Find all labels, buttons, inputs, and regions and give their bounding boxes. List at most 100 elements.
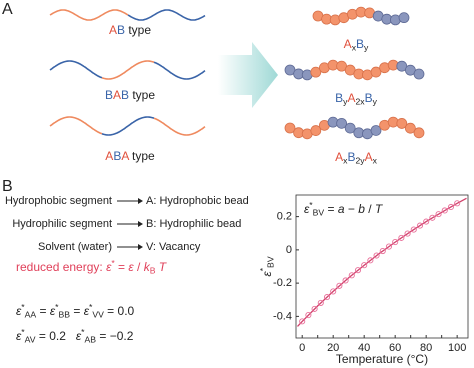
- data-point: [323, 294, 331, 301]
- data-point: [317, 299, 324, 306]
- x-tick-label: 60: [389, 342, 401, 354]
- data-point: [392, 239, 399, 246]
- bead: [336, 117, 348, 129]
- text-part: AB: [85, 335, 97, 345]
- text-part: =: [324, 202, 338, 216]
- y-tick-label: -0.4: [273, 310, 292, 322]
- text-part: *: [55, 302, 59, 312]
- data-point: [454, 200, 461, 207]
- panel-label: B: [2, 178, 13, 195]
- x-axis-label: Temperature (°C): [336, 352, 428, 366]
- arrow-head: [138, 244, 143, 250]
- text-part: /: [365, 202, 375, 216]
- bead: [310, 125, 322, 136]
- formula: AxB2yAx: [335, 150, 377, 166]
- text-part: x: [343, 156, 348, 166]
- waves: [49, 9, 206, 136]
- data-line: [297, 197, 467, 327]
- text-part: A: [365, 150, 373, 164]
- text-part: BB: [58, 310, 70, 320]
- data-point: [416, 222, 424, 229]
- data-point: [410, 226, 417, 233]
- text-part: B: [356, 37, 364, 51]
- data-point: [367, 257, 374, 264]
- panel-label: A: [2, 1, 13, 18]
- bead: [396, 118, 408, 129]
- formula: reduced energy: ε* = ε / kB T: [16, 258, 168, 276]
- formula: BAB type: [105, 88, 155, 102]
- data-point: [404, 230, 411, 237]
- mapping-to: A: Hydrophobic bead: [146, 195, 249, 207]
- y-tick-label: -0.2: [273, 277, 292, 289]
- mapping-to: B: Hydrophilic bead: [146, 218, 241, 230]
- text-part: ε: [76, 329, 82, 343]
- text-part: y: [364, 43, 369, 53]
- formula: ε*BV = a − b / T: [304, 200, 384, 218]
- wave: [49, 116, 103, 135]
- data-point: [311, 305, 318, 312]
- data-point: [398, 234, 405, 241]
- text-part: *: [21, 327, 25, 337]
- wave: [153, 117, 206, 136]
- text-part: *: [111, 258, 115, 268]
- text-part: ε: [304, 202, 310, 216]
- x-tick-label: 100: [448, 342, 466, 354]
- data-point: [305, 312, 312, 319]
- text-part: ε: [128, 260, 134, 274]
- text-part: *: [89, 302, 93, 312]
- text-part: A: [109, 23, 117, 37]
- x-tick-label: 80: [420, 342, 432, 354]
- formula: ε*AV = 0.2 ε*AB = −0.2: [16, 327, 134, 345]
- text-part: =: [115, 260, 129, 274]
- text-part: type: [129, 149, 155, 163]
- y-tick-label: 0: [286, 244, 292, 256]
- data-point: [447, 203, 455, 211]
- formula: ε*AA = ε*BB = ε*VV = 0.0: [16, 302, 135, 320]
- wave: [101, 60, 155, 80]
- text-part: A: [347, 91, 355, 105]
- formula: ε*BV: [258, 256, 276, 276]
- data-point: [354, 267, 362, 274]
- bead: [310, 66, 322, 78]
- formula: ABA type: [105, 149, 155, 163]
- text-part: ε: [50, 304, 56, 318]
- text-part: A: [121, 149, 129, 163]
- data-point: [336, 282, 343, 289]
- mapping-from: Hydrophobic segment: [5, 195, 112, 207]
- data-point: [342, 277, 349, 284]
- text-part: A: [105, 149, 113, 163]
- bead: [413, 68, 425, 80]
- text-part: = 0.2: [36, 329, 76, 343]
- text-part: x: [373, 156, 378, 166]
- wave: [153, 61, 206, 80]
- data-point: [299, 318, 306, 325]
- text-part: y: [373, 97, 378, 107]
- text-part: a: [338, 202, 345, 216]
- data-point: [429, 214, 436, 221]
- text-part: ε: [260, 271, 274, 277]
- text-part: B: [347, 150, 355, 164]
- bead: [370, 125, 382, 136]
- text-part: B: [365, 91, 373, 105]
- arrow-head: [138, 198, 143, 204]
- wave: [101, 116, 155, 136]
- text-part: x: [352, 43, 357, 53]
- bead: [370, 66, 382, 78]
- bead: [413, 127, 425, 139]
- bead: [398, 12, 410, 24]
- text-part: ε: [16, 329, 22, 343]
- text-part: /: [134, 260, 144, 274]
- data-point: [379, 247, 386, 255]
- text-part: y: [343, 97, 348, 107]
- text-part: A: [113, 88, 121, 102]
- text-part: *: [258, 267, 268, 271]
- text-part: =: [70, 304, 84, 318]
- text-part: ε: [106, 260, 112, 274]
- text-part: BV: [266, 256, 276, 268]
- text-part: AA: [25, 310, 37, 320]
- x-tick-label: 0: [299, 342, 305, 354]
- text-part: = 0.0: [104, 304, 135, 318]
- chains: [284, 6, 425, 140]
- text-part: BV: [313, 208, 325, 218]
